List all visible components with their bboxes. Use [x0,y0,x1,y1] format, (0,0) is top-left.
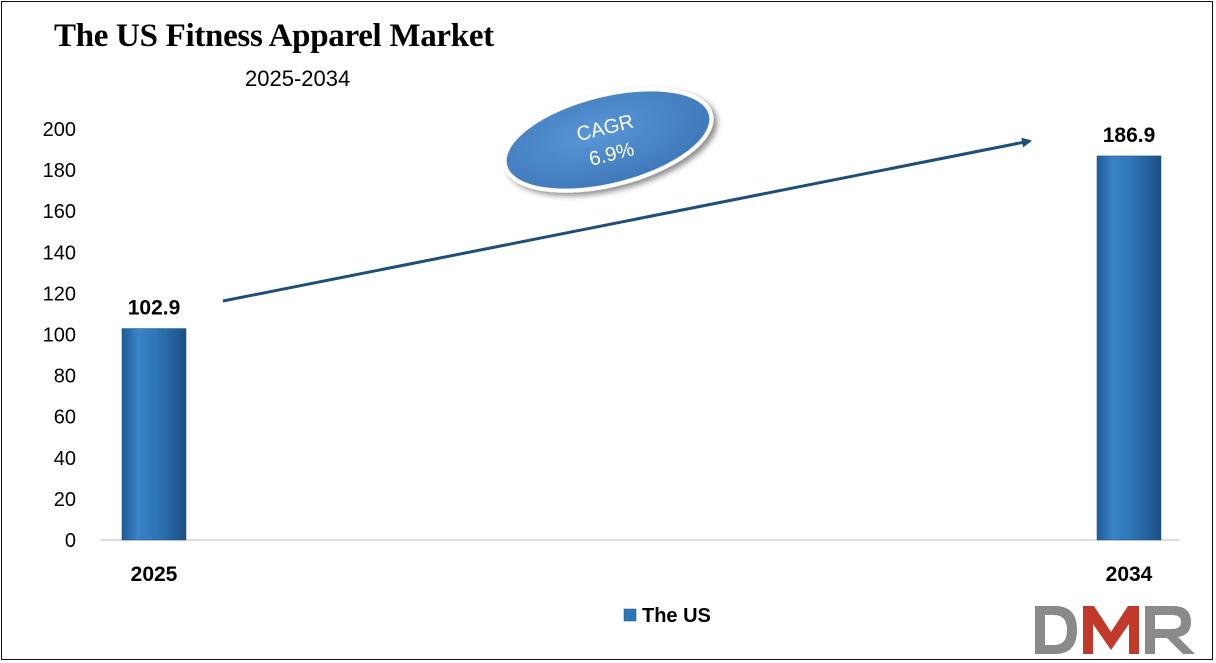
y-tick-label: 180 [43,160,76,182]
y-tick-label: 160 [43,201,76,223]
bar [121,328,187,541]
y-tick-label: 60 [54,407,76,429]
legend-label: The US [642,605,711,627]
bar-series [121,155,1162,541]
y-tick-label: 20 [54,489,76,511]
cagr-arrow [222,137,1032,303]
y-tick-label: 120 [43,283,76,305]
y-tick-label: 80 [54,366,76,388]
y-axis: 0 20 40 60 80 100 120 140 160 180 200 [43,119,76,552]
y-tick-label: 200 [43,119,76,141]
y-tick-label: 0 [65,530,76,552]
y-tick-label: 100 [43,325,76,347]
x-tick-label: 2034 [1106,563,1153,586]
x-axis: 2025 2034 [100,539,1180,586]
cagr-oval [502,87,714,193]
legend-swatch [623,608,637,622]
chart-title: The US Fitness Apparel Market [54,18,494,54]
y-tick-label: 140 [43,242,76,264]
bar [1096,155,1162,541]
chart-subtitle: 2025-2034 [245,66,351,91]
y-tick-label: 40 [54,448,76,470]
dmr-logo [1035,606,1195,654]
legend: The US [623,605,711,627]
data-labels: 102.9 186.9 [128,124,1156,320]
data-label: 102.9 [128,297,181,320]
data-label: 186.9 [1103,124,1156,147]
x-tick-label: 2025 [131,563,178,586]
